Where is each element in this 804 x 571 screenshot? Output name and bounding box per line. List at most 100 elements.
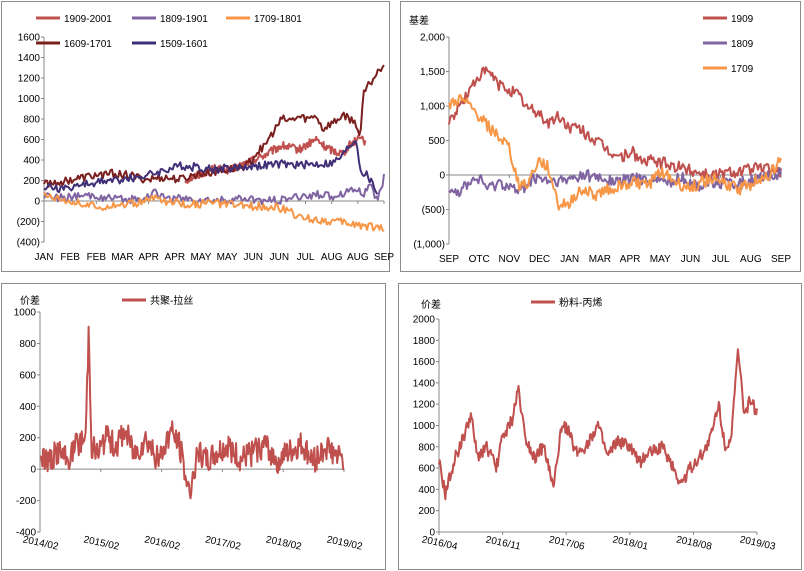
y-tick-label: 200 (19, 433, 36, 444)
y-tick-label: 1400 (413, 378, 436, 389)
y-tick-label: 1000 (14, 308, 37, 319)
series-line-1709-1801 (43, 191, 385, 233)
y-tick-label: 0 (429, 528, 435, 539)
y-tick-label: 200 (23, 176, 40, 187)
y-axis-title: 价差 (20, 294, 40, 307)
y-tick-label: -400 (16, 528, 36, 539)
legend-label: 1909 (731, 14, 754, 25)
legend-label: 1709-1801 (254, 14, 302, 25)
legend-label: 1709 (731, 64, 754, 75)
series-line-1809 (448, 167, 782, 198)
chart-panel-3: 1000 800 600 400 200 0 -200 -400 2014/02 2015/02 2… (1, 283, 386, 570)
x-tick-label: 2016/11 (485, 534, 522, 552)
y-tick-label: 1200 (18, 74, 41, 85)
chart-1-svg: 1600 1400 1200 1000 800 600 400 200 0 (200) (400) J… (17, 14, 395, 263)
x-tick-label: AUG (740, 254, 762, 265)
y-tick-label: 0 (30, 465, 36, 476)
x-tick-label: OTC (469, 254, 490, 265)
y-tick-label: 1200 (413, 400, 436, 411)
y-tick-label: 600 (23, 135, 40, 146)
x-tick-label: AUG (347, 252, 369, 263)
y-tick-label: 500 (428, 136, 445, 147)
x-tick-label: 2015/02 (82, 534, 120, 552)
chart-panel-2: 2,000 1,500 1,000 500 0 (500) (1,000) SEP OTC NOV… (400, 1, 801, 272)
y-tick-label: 1600 (413, 357, 436, 368)
x-tick-label: SEP (771, 254, 791, 265)
legend-label: 1509-1601 (160, 39, 208, 50)
y-tick-label: (200) (17, 217, 40, 228)
x-tick-label: JUL (712, 254, 730, 265)
y-tick-label: 400 (19, 402, 36, 413)
y-tick-label: -200 (16, 496, 36, 507)
y-tick-label: 600 (19, 370, 36, 381)
x-tick-label: APR (164, 252, 185, 263)
y-tick-label: 600 (418, 464, 435, 475)
y-tick-label: (400) (17, 238, 40, 249)
x-tick-label: APR (620, 254, 641, 265)
y-tick-label: 1600 (18, 33, 41, 44)
x-tick-label: JUL (297, 252, 315, 263)
x-tick-label: JUN (681, 254, 700, 265)
x-tick-label: JAN (560, 254, 579, 265)
x-tick-label: 2016/02 (143, 534, 181, 552)
legend-label: 共聚-拉丝 (150, 294, 193, 307)
series-line-1909 (448, 66, 782, 181)
series-line-共聚-拉丝 (39, 325, 345, 500)
chart-2-svg: 2,000 1,500 1,000 500 0 (500) (1,000) SEP OTC NOV… (409, 14, 791, 265)
y-tick-label: 2000 (413, 315, 436, 326)
series-line-1509-1601 (43, 140, 379, 195)
y-axis-title: 价差 (421, 298, 441, 311)
chart-4-svg: 2000180016001400120010008006004002000201… (413, 296, 777, 553)
y-axis-title: 基差 (409, 14, 429, 27)
legend-label: 1809 (731, 39, 754, 50)
x-tick-label: 2019/02 (326, 534, 364, 552)
x-tick-label: MAY (217, 252, 238, 263)
y-tick-label: 2,000 (420, 33, 445, 44)
x-tick-label: 2018/01 (611, 534, 649, 552)
x-tick-label: JUN (244, 252, 263, 263)
series-line-1809-1901 (43, 173, 385, 206)
x-tick-label: 2014/02 (22, 534, 60, 552)
x-tick-label: AUG (321, 252, 343, 263)
x-tick-label: 2018/02 (265, 534, 303, 552)
x-tick-label: MAR (589, 254, 611, 265)
x-tick-label: MAY (190, 252, 211, 263)
x-tick-label: FEB (87, 252, 107, 263)
y-tick-label: (500) (422, 205, 445, 216)
x-tick-label: MAR (111, 252, 133, 263)
legend-label: 粉料-丙烯 (559, 296, 602, 309)
y-tick-label: 1,000 (420, 102, 445, 113)
y-tick-label: 800 (418, 442, 435, 453)
chart-panel-4: 2000 1800 1600 1400 1200 1000 800 600 400 200 0 201… (398, 283, 802, 570)
y-tick-label: 0 (439, 171, 445, 182)
chart-panel-1: 1600 1400 1200 1000 800 600 400 200 0 (200) (400) J… (1, 1, 395, 272)
x-tick-label: NOV (499, 254, 521, 265)
x-tick-label: FEB (60, 252, 80, 263)
x-tick-label: SEP (439, 254, 459, 265)
y-tick-label: 400 (23, 156, 40, 167)
y-tick-label: 800 (23, 115, 40, 126)
y-tick-label: (1,000) (413, 240, 445, 251)
x-tick-label: DEC (529, 254, 550, 265)
x-tick-label: 2019/03 (739, 534, 777, 552)
series-line-粉料-丙烯 (438, 348, 758, 501)
x-tick-label: 2018/08 (675, 534, 713, 552)
x-tick-label: SEP (374, 252, 394, 263)
y-tick-label: 200 (418, 506, 435, 517)
y-tick-label: 1000 (413, 421, 436, 432)
series-line-1709 (448, 94, 782, 211)
y-tick-label: 800 (19, 339, 36, 350)
x-tick-label: MAY (650, 254, 671, 265)
x-tick-label: JAN (35, 252, 54, 263)
y-tick-label: 0 (34, 197, 40, 208)
x-tick-label: JUN (270, 252, 289, 263)
y-tick-label: 1400 (18, 53, 41, 64)
y-tick-label: 1000 (18, 94, 41, 105)
y-tick-label: 1800 (413, 336, 436, 347)
y-tick-label: 1,500 (420, 67, 445, 78)
x-tick-label: 2016/04 (421, 534, 459, 552)
y-tick-label: 400 (418, 485, 435, 496)
legend-label: 1809-1901 (160, 14, 208, 25)
legend-label: 1609-1701 (64, 39, 112, 50)
